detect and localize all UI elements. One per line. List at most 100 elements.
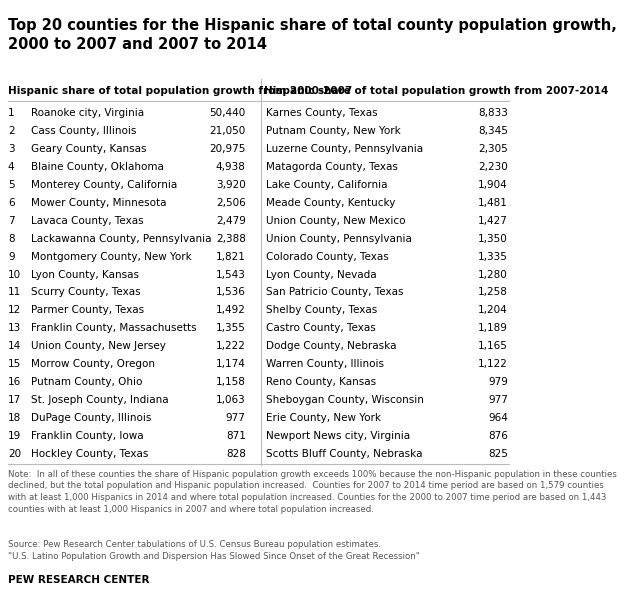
Text: 828: 828 <box>225 449 246 459</box>
Text: 1,063: 1,063 <box>216 395 246 405</box>
Text: Note:  In all of these counties the share of Hispanic population growth exceeds : Note: In all of these counties the share… <box>8 469 617 514</box>
Text: 1,158: 1,158 <box>216 377 246 387</box>
Text: 876: 876 <box>488 431 508 441</box>
Text: 8,833: 8,833 <box>478 108 508 118</box>
Text: 1,536: 1,536 <box>216 287 246 298</box>
Text: 21,050: 21,050 <box>210 126 246 136</box>
Text: Union County, Pennsylvania: Union County, Pennsylvania <box>266 234 412 243</box>
Text: 1,481: 1,481 <box>478 198 508 208</box>
Text: Putnam County, Ohio: Putnam County, Ohio <box>31 377 143 387</box>
Text: Geary County, Kansas: Geary County, Kansas <box>31 143 147 154</box>
Text: Karnes County, Texas: Karnes County, Texas <box>266 108 378 118</box>
Text: Lavaca County, Texas: Lavaca County, Texas <box>31 215 144 226</box>
Text: Source: Pew Research Center tabulations of U.S. Census Bureau population estimat: Source: Pew Research Center tabulations … <box>8 540 420 561</box>
Text: 977: 977 <box>488 395 508 405</box>
Text: 977: 977 <box>225 414 246 423</box>
Text: Sheboygan County, Wisconsin: Sheboygan County, Wisconsin <box>266 395 424 405</box>
Text: 1,492: 1,492 <box>216 305 246 315</box>
Text: 2,506: 2,506 <box>216 198 246 208</box>
Text: Dodge County, Nebraska: Dodge County, Nebraska <box>266 342 397 352</box>
Text: 2,230: 2,230 <box>478 162 508 171</box>
Text: 7: 7 <box>8 215 15 226</box>
Text: 18: 18 <box>8 414 21 423</box>
Text: Scurry County, Texas: Scurry County, Texas <box>31 287 141 298</box>
Text: 14: 14 <box>8 342 21 352</box>
Text: 13: 13 <box>8 324 21 333</box>
Text: 9: 9 <box>8 252 15 262</box>
Text: 12: 12 <box>8 305 21 315</box>
Text: Top 20 counties for the Hispanic share of total county population growth,
2000 t: Top 20 counties for the Hispanic share o… <box>8 17 617 52</box>
Text: Union County, New Mexico: Union County, New Mexico <box>266 215 406 226</box>
Text: Hispanic share of total population growth from 2007-2014: Hispanic share of total population growt… <box>264 86 608 96</box>
Text: Hockley County, Texas: Hockley County, Texas <box>31 449 149 459</box>
Text: 11: 11 <box>8 287 21 298</box>
Text: Lyon County, Nevada: Lyon County, Nevada <box>266 270 376 280</box>
Text: Shelby County, Texas: Shelby County, Texas <box>266 305 377 315</box>
Text: Lake County, California: Lake County, California <box>266 180 387 190</box>
Text: 1,904: 1,904 <box>478 180 508 190</box>
Text: 20: 20 <box>8 449 21 459</box>
Text: Mower County, Minnesota: Mower County, Minnesota <box>31 198 167 208</box>
Text: 1,258: 1,258 <box>478 287 508 298</box>
Text: 3,920: 3,920 <box>216 180 246 190</box>
Text: 1,355: 1,355 <box>216 324 246 333</box>
Text: 1,165: 1,165 <box>478 342 508 352</box>
Text: Franklin County, Massachusetts: Franklin County, Massachusetts <box>31 324 197 333</box>
Text: 1,204: 1,204 <box>478 305 508 315</box>
Text: 4,938: 4,938 <box>216 162 246 171</box>
Text: 1,427: 1,427 <box>478 215 508 226</box>
Text: Putnam County, New York: Putnam County, New York <box>266 126 401 136</box>
Text: 19: 19 <box>8 431 21 441</box>
Text: 1,189: 1,189 <box>478 324 508 333</box>
Text: 2,305: 2,305 <box>478 143 508 154</box>
Text: 8: 8 <box>8 234 15 243</box>
Text: 4: 4 <box>8 162 15 171</box>
Text: 17: 17 <box>8 395 21 405</box>
Text: Blaine County, Oklahoma: Blaine County, Oklahoma <box>31 162 164 171</box>
Text: 825: 825 <box>488 449 508 459</box>
Text: Newport News city, Virginia: Newport News city, Virginia <box>266 431 410 441</box>
Text: 15: 15 <box>8 359 21 369</box>
Text: Parmer County, Texas: Parmer County, Texas <box>31 305 145 315</box>
Text: 1,543: 1,543 <box>216 270 246 280</box>
Text: DuPage County, Illinois: DuPage County, Illinois <box>31 414 152 423</box>
Text: 2,388: 2,388 <box>216 234 246 243</box>
Text: 2: 2 <box>8 126 15 136</box>
Text: 50,440: 50,440 <box>210 108 246 118</box>
Text: Meade County, Kentucky: Meade County, Kentucky <box>266 198 396 208</box>
Text: 20,975: 20,975 <box>210 143 246 154</box>
Text: 979: 979 <box>488 377 508 387</box>
Text: 1,280: 1,280 <box>478 270 508 280</box>
Text: Lyon County, Kansas: Lyon County, Kansas <box>31 270 140 280</box>
Text: Castro County, Texas: Castro County, Texas <box>266 324 376 333</box>
Text: 1,335: 1,335 <box>478 252 508 262</box>
Text: Hispanic share of total population growth from 2000-2007: Hispanic share of total population growt… <box>8 86 352 96</box>
Text: St. Joseph County, Indiana: St. Joseph County, Indiana <box>31 395 169 405</box>
Text: 1,174: 1,174 <box>216 359 246 369</box>
Text: 1: 1 <box>8 108 15 118</box>
Text: Warren County, Illinois: Warren County, Illinois <box>266 359 384 369</box>
Text: Erie County, New York: Erie County, New York <box>266 414 381 423</box>
Text: 1,222: 1,222 <box>216 342 246 352</box>
Text: 6: 6 <box>8 198 15 208</box>
Text: 2,479: 2,479 <box>216 215 246 226</box>
Text: 3: 3 <box>8 143 15 154</box>
Text: Monterey County, California: Monterey County, California <box>31 180 178 190</box>
Text: Cass County, Illinois: Cass County, Illinois <box>31 126 137 136</box>
Text: Montgomery County, New York: Montgomery County, New York <box>31 252 192 262</box>
Text: Reno County, Kansas: Reno County, Kansas <box>266 377 376 387</box>
Text: Morrow County, Oregon: Morrow County, Oregon <box>31 359 155 369</box>
Text: 871: 871 <box>225 431 246 441</box>
Text: 1,821: 1,821 <box>216 252 246 262</box>
Text: 8,345: 8,345 <box>478 126 508 136</box>
Text: 1,122: 1,122 <box>478 359 508 369</box>
Text: 1,350: 1,350 <box>478 234 508 243</box>
Text: 10: 10 <box>8 270 21 280</box>
Text: 5: 5 <box>8 180 15 190</box>
Text: Franklin County, Iowa: Franklin County, Iowa <box>31 431 144 441</box>
Text: Scotts Bluff County, Nebraska: Scotts Bluff County, Nebraska <box>266 449 422 459</box>
Text: PEW RESEARCH CENTER: PEW RESEARCH CENTER <box>8 575 150 585</box>
Text: 16: 16 <box>8 377 21 387</box>
Text: Colorado County, Texas: Colorado County, Texas <box>266 252 389 262</box>
Text: Lackawanna County, Pennsylvania: Lackawanna County, Pennsylvania <box>31 234 212 243</box>
